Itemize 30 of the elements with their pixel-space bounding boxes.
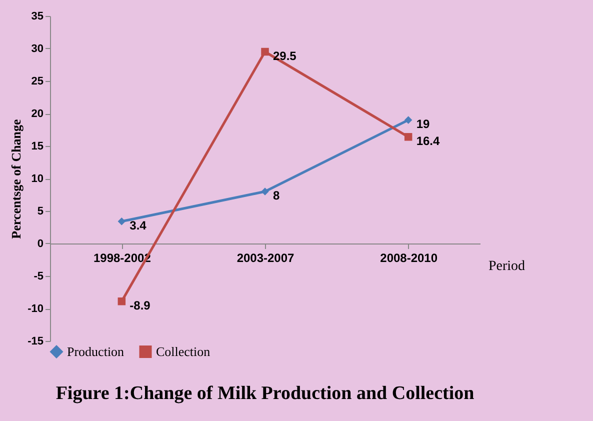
point: [404, 116, 412, 124]
point: [261, 48, 269, 56]
legend-label: Production: [67, 344, 125, 359]
point: [118, 297, 126, 306]
y-tick-label: 15: [31, 140, 44, 152]
data-label: 3.4: [130, 218, 147, 232]
y-tick-label: 5: [37, 206, 44, 218]
data-label: 8: [273, 188, 280, 202]
y-tick-label: -15: [28, 336, 44, 348]
point: [404, 133, 412, 141]
data-label: 29.5: [273, 48, 297, 63]
y-tick-label: 35: [31, 10, 44, 22]
y-tick-label: -10: [28, 303, 44, 315]
data-label: 16.4: [416, 134, 440, 148]
y-tick-label: 0: [37, 238, 44, 250]
y-tick-label: 20: [31, 108, 44, 120]
point: [261, 188, 269, 196]
x-axis-title: Period: [488, 259, 526, 274]
data-label: -8.9: [130, 298, 151, 312]
x-tick-label: 2008-2010: [380, 251, 438, 265]
x-tick-label: 2003-2007: [236, 251, 295, 265]
data-label: 19: [416, 117, 430, 131]
y-tick-label: -5: [34, 270, 44, 282]
text: Figure 1:Change of Milk Production and Collection: [56, 383, 475, 404]
y-tick-label: 30: [31, 43, 44, 55]
point: [118, 218, 126, 226]
y-tick-label: 10: [31, 173, 44, 185]
y-axis-title: Percentsge of Change: [8, 118, 24, 239]
legend-label: Collection: [156, 344, 211, 359]
y-tick-label: 25: [31, 76, 44, 88]
